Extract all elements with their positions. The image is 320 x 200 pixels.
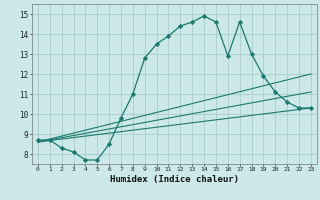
X-axis label: Humidex (Indice chaleur): Humidex (Indice chaleur) — [110, 175, 239, 184]
